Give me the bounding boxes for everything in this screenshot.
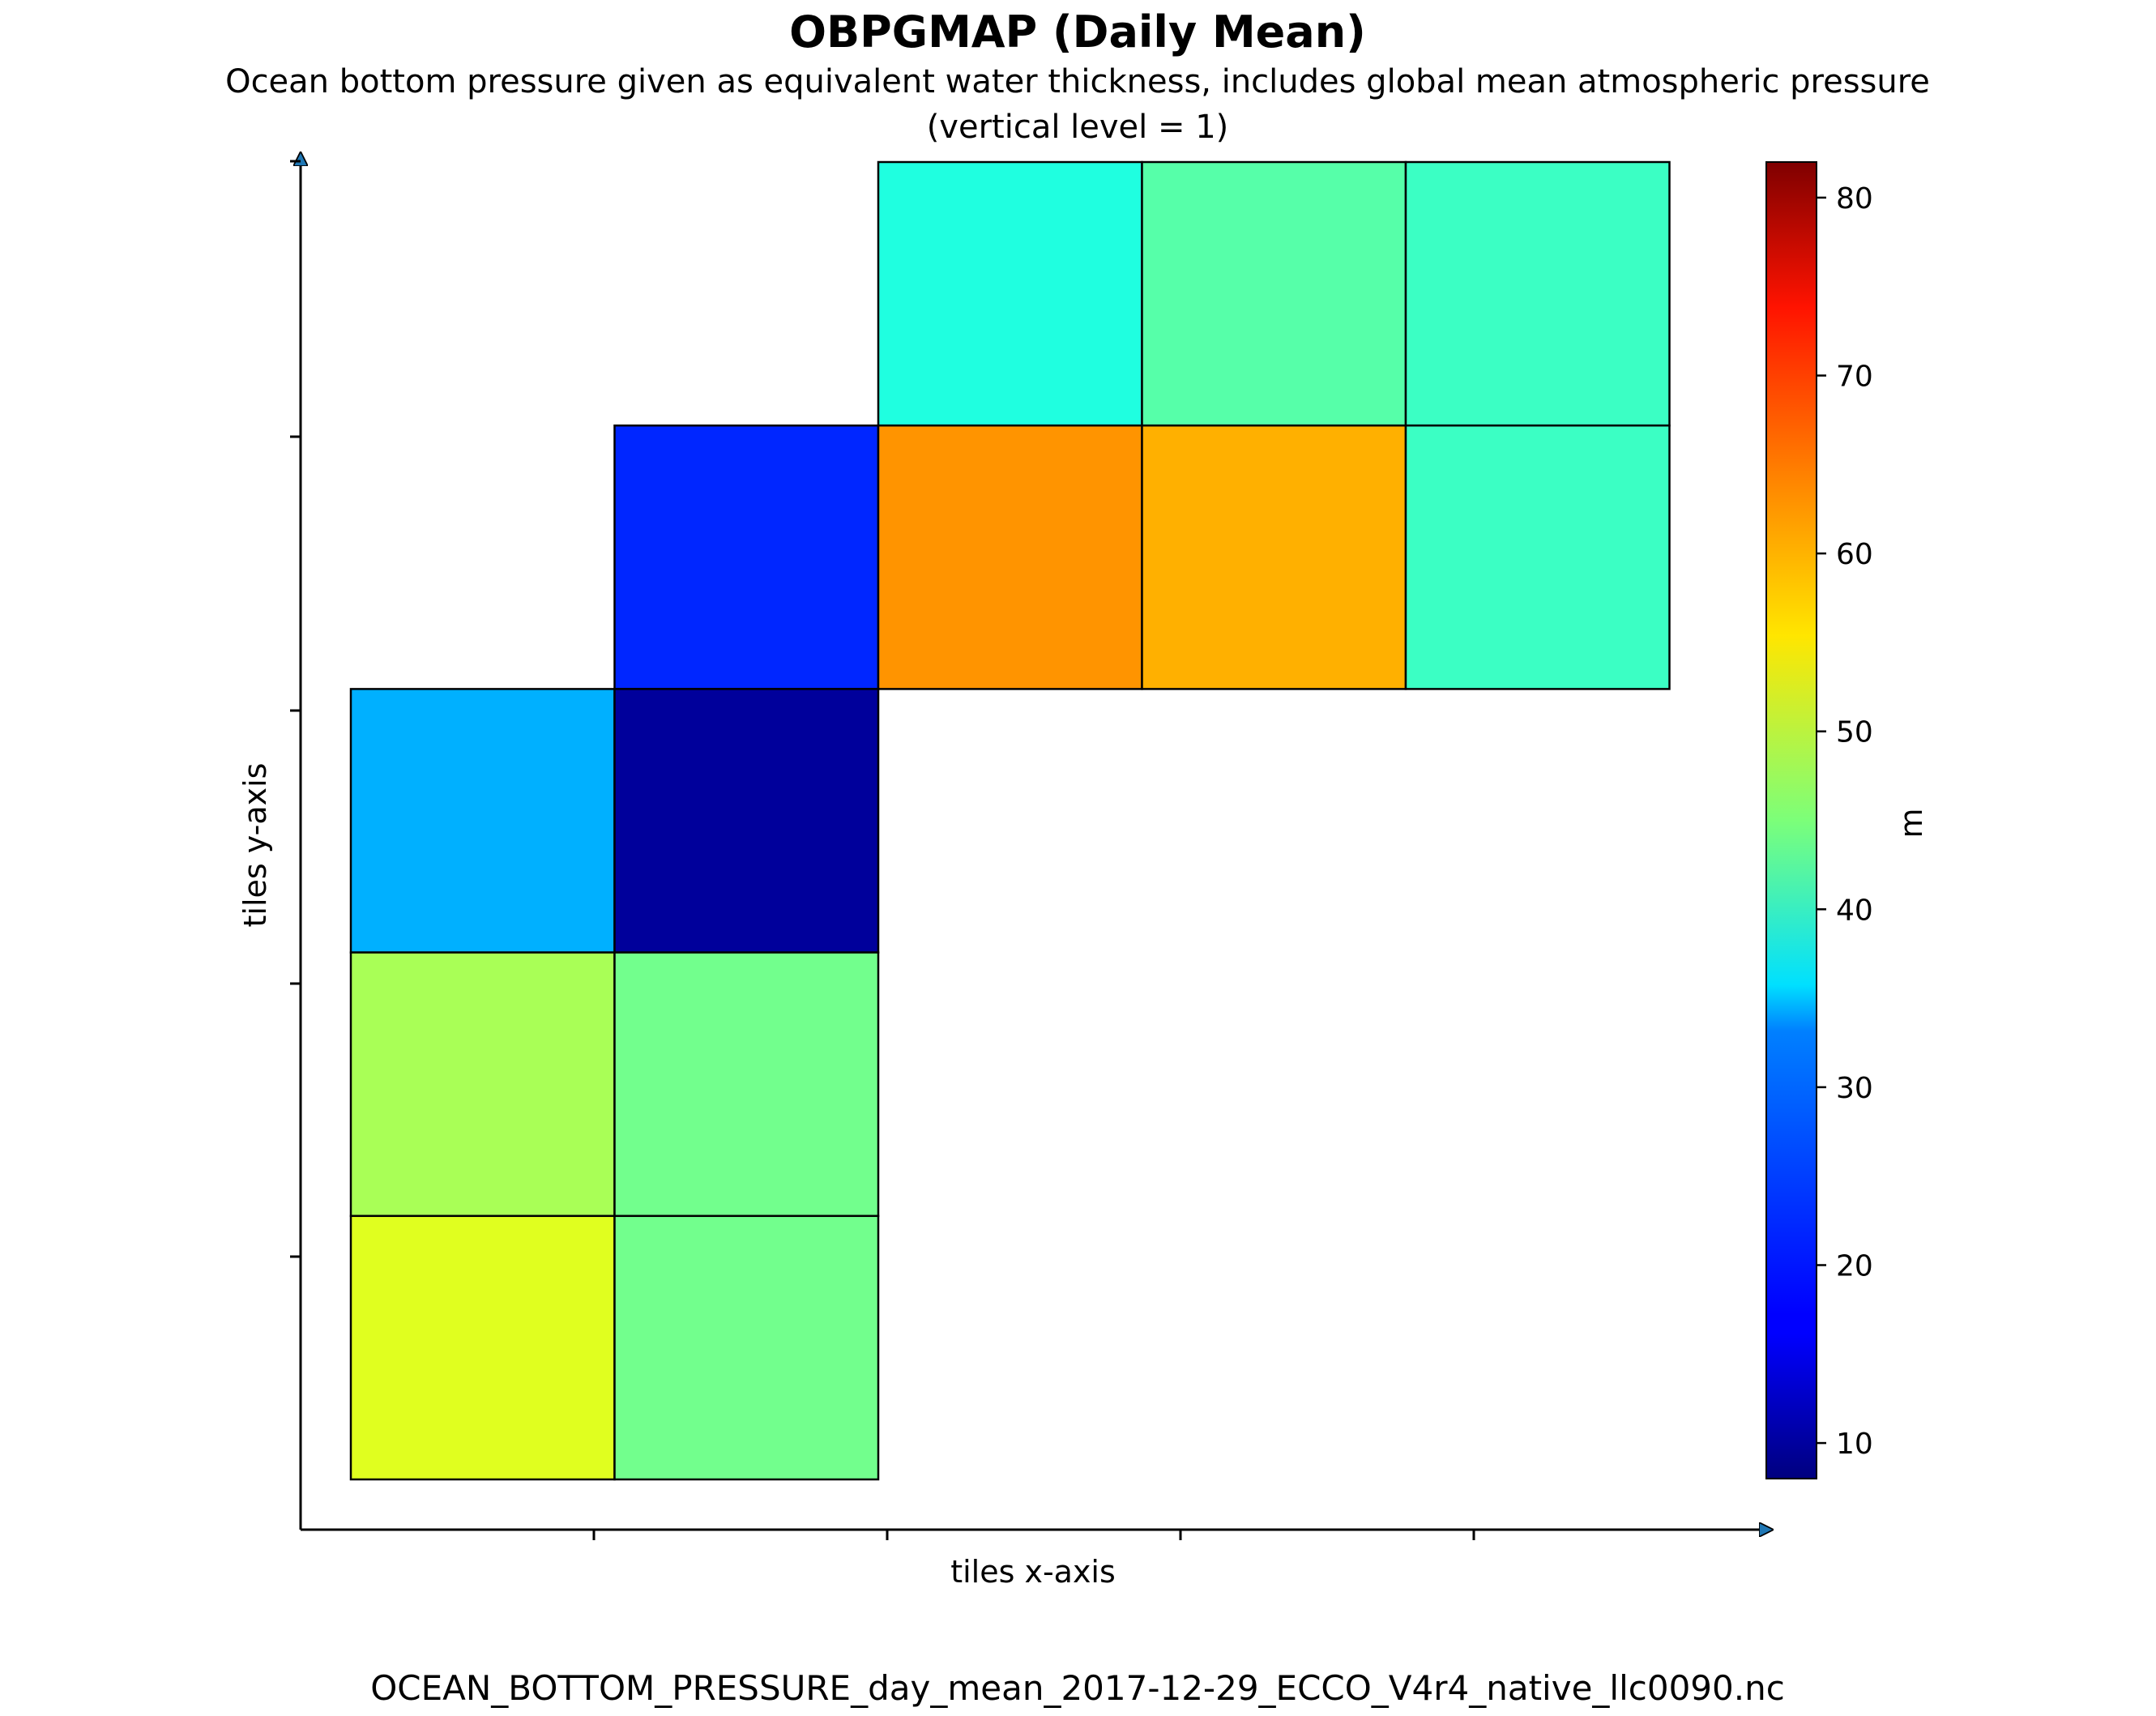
- tile-r3-c1: [613, 951, 880, 1218]
- colorbar-ticks: 10 20 30 40 50 60 70 80: [1817, 182, 1873, 1461]
- tile-r4-c0: [349, 1214, 616, 1481]
- tile-r1-c3: [1141, 424, 1407, 690]
- x-axis-label: tiles x-axis: [950, 1554, 1116, 1590]
- colorbar-tick-label-3: 40: [1836, 894, 1873, 927]
- colorbar: [1765, 161, 1817, 1479]
- file-name-footer: OCEAN_BOTTOM_PRESSURE_day_mean_2017-12-2…: [370, 1668, 1785, 1708]
- colorbar-tick-label-6: 70: [1836, 361, 1873, 394]
- colorbar-tick-label-1: 20: [1836, 1249, 1873, 1283]
- tile-r2-c0: [349, 688, 616, 954]
- chart-subtitle-line1: Ocean bottom pressure given as equivalen…: [225, 63, 1930, 100]
- tile-r4-c1: [613, 1214, 880, 1481]
- colorbar-label: m: [1893, 808, 1929, 838]
- axis-ticks: [290, 160, 1475, 1540]
- tile-mosaic: [349, 160, 1671, 1481]
- tile-r1-c1: [613, 424, 880, 690]
- y-axis-label: tiles y-axis: [237, 763, 273, 928]
- tile-r1-c2: [877, 424, 1143, 690]
- chart-title: OBPGMAP (Daily Mean): [789, 6, 1366, 58]
- tile-r0-c3: [1141, 160, 1407, 427]
- colorbar-tick-label-7: 80: [1836, 182, 1873, 216]
- colorbar-tick-label-2: 30: [1836, 1072, 1873, 1105]
- colorbar-tick-label-0: 10: [1836, 1428, 1873, 1461]
- tile-r2-c1: [613, 688, 880, 954]
- colorbar-tick-label-4: 50: [1836, 716, 1873, 749]
- tile-r0-c4: [1404, 160, 1671, 427]
- tile-r0-c2: [877, 160, 1143, 427]
- colorbar-tick-label-5: 60: [1836, 538, 1873, 571]
- chart-subtitle-line2: (vertical level = 1): [927, 109, 1229, 146]
- tile-r3-c0: [349, 951, 616, 1218]
- tile-r1-c4: [1404, 424, 1671, 690]
